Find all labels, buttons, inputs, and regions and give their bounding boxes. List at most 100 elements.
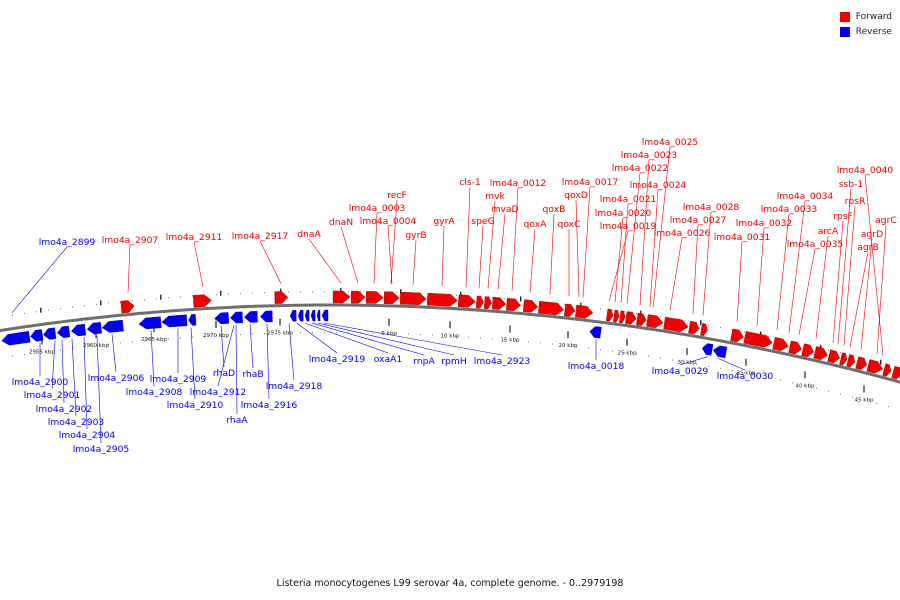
guide-dot [204,335,205,337]
guide-dot [144,299,145,301]
forward-gene-arrow [365,291,384,304]
forward-gene-arrow [332,290,351,304]
reverse-gene-arrow [297,309,304,322]
label-leader [832,220,844,343]
gene-label: qoxD [564,190,588,201]
guide-dot [660,357,661,359]
guide-dot [108,302,109,304]
label-leader [373,212,378,284]
label-leader [249,324,254,369]
forward-gene-arrow [619,310,626,324]
guide-dot [588,347,589,349]
label-leader [776,213,790,331]
guide-dot [72,306,73,308]
reverse-gene-arrow [289,310,297,322]
label-leader [217,325,235,387]
scale-label: 35 kbp [737,371,756,377]
guide-dot [468,336,469,338]
gene-label: qoxC [557,219,580,230]
guide-dot [96,344,97,346]
guide-dot [324,291,325,293]
map-caption: Listeria monocytogenes L99 serovar 4a, c… [276,578,624,589]
forward-gene-arrow [855,356,868,370]
reverse-gene-arrow [230,311,243,324]
gene-label: lmo4a_0030 [717,371,774,382]
forward-gene-arrow [383,291,400,305]
reverse-gene-arrow [30,329,44,342]
guide-dot [360,291,361,293]
guide-dot [828,390,829,392]
guide-major [340,288,342,293]
guide-dot [492,297,493,299]
guide-dot [864,399,865,401]
guide-dot [180,337,181,339]
guide-dot [240,333,241,336]
forward-gene-arrow [192,294,212,308]
reverse-gene-arrow [316,309,321,322]
label-leader [639,159,650,306]
guide-dot [744,331,745,333]
guide-dot [24,312,25,315]
forward-gene-arrow [274,291,289,304]
guide-dot [684,320,685,322]
guide-dot [300,291,301,293]
label-leader [340,226,359,284]
label-leaders [11,146,887,444]
guide-dot [216,335,217,337]
gene-label: gyrA [433,216,455,227]
guide-dot [144,340,145,342]
guide-major [100,300,102,306]
forward-gene-arrow [743,331,773,348]
forward-gene-arrow [813,346,828,361]
scale-label: 5 kbp [381,331,397,337]
forward-gene-arrow [350,290,366,304]
forward-gene-arrow [399,291,427,306]
label-leader [412,239,417,285]
label-leader [529,228,536,293]
guide-major [820,344,822,350]
reverse-gene-arrow [101,319,124,333]
scale-label: 2955 kbp [29,349,55,355]
guide-dot [300,332,301,334]
guide-major [220,290,222,296]
label-leader [736,241,743,322]
guide-dot [720,367,721,369]
guide-dot [192,295,193,297]
label-leader [390,199,398,284]
label-leader [756,227,765,326]
guide-major [520,296,522,302]
guide-dot [744,372,745,374]
label-leader [582,186,591,298]
guide-dot [336,332,337,334]
forward-gene-arrow [120,300,135,314]
gene-labels: lmo4a_2907 lmo4a_2911 lmo4a_2917 dnaA dnaN lm… [12,137,897,455]
gene-label: speG [471,216,494,227]
forward-gene-arrow [827,349,840,364]
label-leader [860,238,873,350]
gene-label: lmo4a_0021 [600,194,657,205]
reverse-gene-arrow [57,325,71,338]
forward-gene-arrow [613,309,620,323]
label-leader [837,188,852,345]
guide-major [640,310,642,316]
label-leader [478,225,484,289]
guide-major [880,359,882,365]
guide-dot [156,298,157,300]
guide-dot [108,343,109,345]
label-leader [387,225,393,284]
gene-label: ssb-1 [839,179,864,190]
forward-gene-arrow [688,321,700,335]
forward-gene-arrow [457,294,476,308]
gene-label: cls-1 [459,177,481,188]
gene-label: rhaA [226,415,248,426]
gene-label: lmo4a_2911 [166,232,223,243]
label-leader [311,322,425,356]
guide-dot [636,312,637,315]
label-leader [441,225,445,286]
gene-label: lmo4a_2899 [39,237,96,248]
label-leader [83,337,88,430]
gene-label: lmo4a_0028 [683,202,740,213]
forward-gene-arrow [538,300,565,316]
gene-label: agrB [857,242,879,253]
